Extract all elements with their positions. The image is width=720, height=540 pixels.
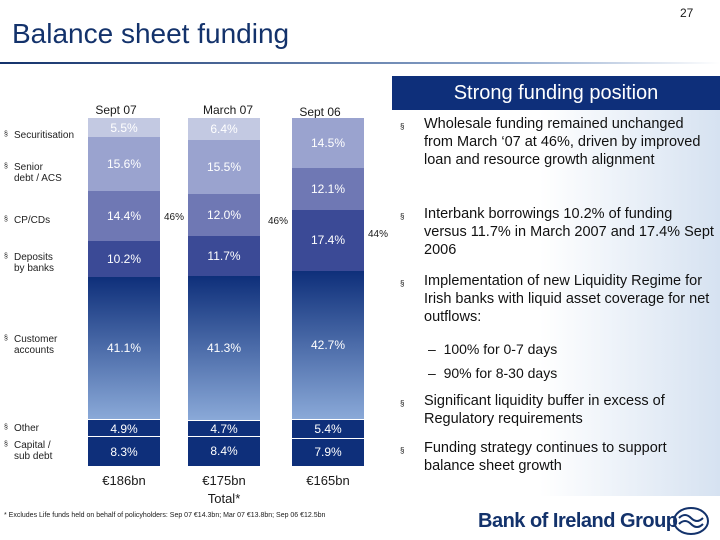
bar-segment-senior-debt: 15.6% — [88, 137, 160, 192]
bar-value-label: 14.4% — [106, 209, 142, 224]
bar-value-label: 8.4% — [210, 444, 238, 459]
bar-segment-senior-debt: 14.5% — [292, 118, 364, 169]
bar-value-label: 6.4% — [210, 122, 238, 137]
bar-segment-securitisation: 6.4% — [188, 118, 260, 141]
bar-value-label: 17.4% — [310, 233, 346, 248]
bar-segment-other: 5.4% — [292, 418, 364, 439]
wholesale-share-march-07: 46% — [268, 216, 289, 227]
page-title: Balance sheet funding — [12, 18, 290, 49]
bar-segment-other: 4.9% — [88, 419, 160, 438]
bar-value-label: 42.7% — [310, 337, 346, 352]
bar-value-label: 4.9% — [110, 421, 138, 436]
wholesale-share-sept-07: 46% — [164, 212, 185, 223]
panel-header: Strong funding position — [392, 76, 720, 110]
total-note: Total* — [207, 491, 241, 506]
sub-bullet-0-7-days: – 100% for 0-7 days — [428, 341, 558, 357]
bar-segment-deposits-by-banks: 17.4% — [292, 210, 364, 271]
total-march-07: €175bn — [202, 473, 246, 488]
bar-value-label: 41.3% — [206, 340, 242, 355]
page-number: 27 — [680, 6, 694, 20]
column-header-march-07: March 07 — [202, 103, 254, 117]
bar-value-label: 14.5% — [310, 136, 346, 151]
bar-segment-senior-debt: 15.5% — [188, 140, 260, 194]
bar-sept-06: 14.5% 12.1% 17.4% 42.7% 5.4% 7.9% — [292, 118, 364, 466]
row-label-senior-debt: § Senior debt / ACS — [4, 162, 62, 184]
bar-segment-cp-cds: 14.4% — [88, 191, 160, 242]
bar-value-label: 10.2% — [106, 251, 142, 266]
bullet-wholesale-funding: § Wholesale funding remained unchanged fr… — [400, 116, 701, 168]
total-sept-07: €186bn — [102, 473, 146, 488]
bar-segment-other: 4.7% — [188, 419, 260, 437]
bar-segment-cp-cds: 12.1% — [292, 168, 364, 211]
bar-value-label: 15.5% — [206, 160, 242, 175]
footnote: * Excludes Life funds held on behalf of … — [4, 512, 326, 519]
bar-value-label: 15.6% — [106, 157, 142, 172]
column-header-sept-06: Sept 06 — [299, 105, 341, 119]
bar-segment-customer-accounts: 41.1% — [88, 276, 160, 420]
sub-bullet-8-30-days: – 90% for 8-30 days — [428, 365, 558, 381]
bar-segment-deposits-by-banks: 11.7% — [188, 235, 260, 277]
total-sept-06: €165bn — [306, 473, 350, 488]
bar-segment-customer-accounts: 41.3% — [188, 276, 260, 420]
bar-value-label: 8.3% — [110, 444, 138, 459]
bar-segment-capital-sub-debt: 8.4% — [188, 435, 260, 466]
bar-sept-07: 5.5% 15.6% 14.4% 10.2% 41.1% 4.9% 8.3% — [88, 118, 160, 466]
column-header-sept-07: Sept 07 — [95, 103, 137, 117]
bullet-funding-strategy: § Funding strategy continues to support b… — [400, 440, 667, 474]
bar-value-label: 41.1% — [106, 340, 142, 355]
company-logo-text: Bank of Ireland Group — [478, 510, 678, 532]
row-label-cp-cds: § CP/CDs — [4, 215, 51, 226]
bullet-interbank-borrowings: § Interbank borrowings 10.2% of funding v… — [400, 206, 714, 258]
bullet-liquidity-regime: § Implementation of new Liquidity Regime … — [400, 273, 710, 325]
bar-value-label: 5.5% — [110, 120, 138, 135]
row-label-deposits-by-banks: § Deposits by banks — [4, 252, 55, 274]
bar-segment-customer-accounts: 42.7% — [292, 270, 364, 419]
title-divider — [0, 62, 720, 64]
bar-value-label: 11.7% — [207, 248, 241, 263]
bar-segment-capital-sub-debt: 7.9% — [292, 437, 364, 466]
bar-value-label: 5.4% — [314, 422, 342, 437]
row-label-capital-sub-debt: § Capital / sub debt — [4, 440, 53, 462]
bar-segment-cp-cds: 12.0% — [188, 193, 260, 236]
wholesale-share-sept-06: 44% — [368, 229, 389, 240]
bar-value-label: 12.0% — [206, 207, 242, 222]
bar-value-label: 7.9% — [314, 445, 342, 460]
bar-march-07: 6.4% 15.5% 12.0% 11.7% 41.3% 4.7% 8.4% — [188, 118, 260, 466]
bar-value-label: 4.7% — [210, 421, 238, 436]
bullet-panel — [392, 110, 720, 496]
bar-segment-securitisation: 5.5% — [88, 118, 160, 138]
bullet-liquidity-buffer: § Significant liquidity buffer in excess … — [400, 393, 665, 427]
company-logo-icon — [673, 507, 709, 535]
row-label-securitisation: § Securitisation — [4, 130, 75, 141]
row-label-customer-accounts: § Customer accounts — [4, 334, 58, 356]
bar-value-label: 12.1% — [310, 182, 346, 197]
bar-segment-capital-sub-debt: 8.3% — [88, 436, 160, 466]
bar-segment-deposits-by-banks: 10.2% — [88, 241, 160, 277]
row-label-other: § Other — [4, 423, 40, 434]
